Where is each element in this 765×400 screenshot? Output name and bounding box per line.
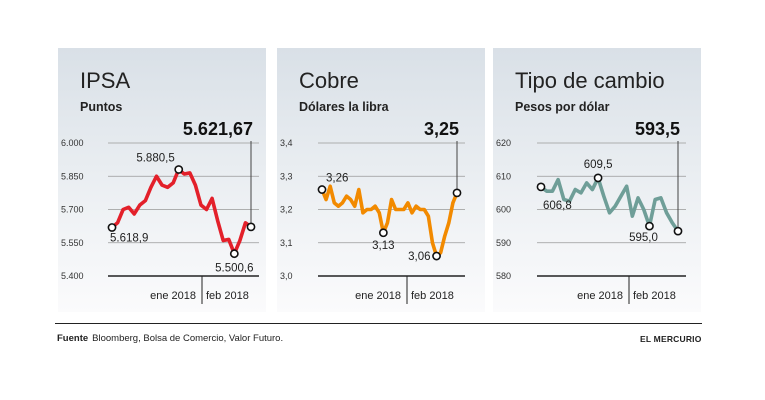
data-label: 606,8: [543, 200, 572, 212]
y-tick-label: 3,2: [280, 205, 293, 215]
data-label: 3,26: [326, 173, 348, 185]
point-marker: [107, 223, 117, 232]
y-tick-label: 5.550: [61, 238, 84, 248]
y-tick-label: 5.700: [61, 205, 84, 215]
panel-cobre: 3,4 3,3 3,2 3,1 3,0 ene 2018 feb 2018 3,25 3,26 3…: [277, 48, 485, 312]
y-tick-label: 610: [496, 171, 511, 181]
y-tick-label: 3,4: [280, 138, 293, 148]
point-marker: [246, 222, 256, 232]
brand-logo: EL MERCURIO: [640, 334, 702, 344]
x-label: ene 2018: [577, 290, 623, 302]
current-value: 593,5: [635, 119, 680, 139]
chart-title: Cobre: [299, 68, 359, 93]
x-label: feb 2018: [633, 290, 676, 302]
data-label: 3,13: [372, 240, 394, 252]
y-tick-label: 5.850: [61, 171, 84, 181]
x-label: ene 2018: [150, 290, 196, 302]
point-marker: [645, 221, 654, 231]
point-marker: [673, 226, 683, 236]
chart-ipsa: 6.000 5.850 5.700 5.550 5.400 ene 2018 feb 201…: [61, 119, 259, 304]
point-marker: [432, 251, 441, 261]
y-tick-label: 3,0: [280, 271, 293, 281]
chart-title: IPSA: [80, 68, 131, 93]
point-marker: [229, 249, 239, 259]
data-label: 3,06: [408, 251, 430, 263]
current-value: 3,25: [424, 119, 459, 139]
footer-divider: [55, 323, 702, 324]
chart-tipo-de-cambio: 620 610 600 590 580 ene 2018 feb 2018 593,5 606,…: [496, 119, 686, 304]
y-tick-label: 620: [496, 138, 511, 148]
y-tick-label: 600: [496, 205, 511, 215]
point-marker: [452, 188, 462, 198]
x-label: feb 2018: [411, 290, 454, 302]
y-tick-label: 3,1: [280, 238, 293, 248]
x-label: feb 2018: [206, 290, 249, 302]
y-tick-label: 590: [496, 238, 511, 248]
point-marker: [536, 182, 546, 192]
chart-cobre: 3,4 3,3 3,2 3,1 3,0 ene 2018 feb 2018 3,25 3,26 3…: [280, 119, 465, 304]
chart-subtitle: Pesos por dólar: [515, 100, 610, 114]
panel-ipsa: 6.000 5.850 5.700 5.550 5.400 ene 2018 feb 201…: [58, 48, 266, 312]
source-text: Bloomberg, Bolsa de Comercio, Valor Futu…: [92, 333, 284, 344]
y-tick-label: 3,3: [280, 171, 293, 181]
source-note: Fuente Bloomberg, Bolsa de Comercio, Valo…: [57, 333, 283, 344]
point-marker: [593, 173, 603, 183]
data-label: 5.500,6: [215, 263, 253, 275]
current-value: 5.621,67: [183, 119, 253, 139]
panel-tipo-de-cambio: 620 610 600 590 580 ene 2018 feb 2018 593,5 606,…: [493, 48, 701, 312]
y-tick-label: 6.000: [61, 138, 84, 148]
source-label: Fuente: [57, 333, 89, 344]
chart-subtitle: Puntos: [80, 100, 123, 114]
chart-subtitle: Dólares la libra: [299, 100, 389, 114]
x-label: ene 2018: [355, 290, 401, 302]
point-marker: [174, 165, 184, 174]
point-marker: [317, 185, 327, 194]
data-label: 595,0: [629, 232, 658, 244]
y-tick-label: 5.400: [61, 271, 84, 281]
data-label: 5.880,5: [136, 152, 174, 164]
data-label: 609,5: [584, 159, 613, 171]
y-tick-label: 580: [496, 271, 511, 281]
chart-title: Tipo de cambio: [515, 68, 665, 93]
point-marker: [378, 228, 388, 238]
series-line: [320, 184, 459, 258]
data-label: 5.618,9: [110, 232, 148, 244]
